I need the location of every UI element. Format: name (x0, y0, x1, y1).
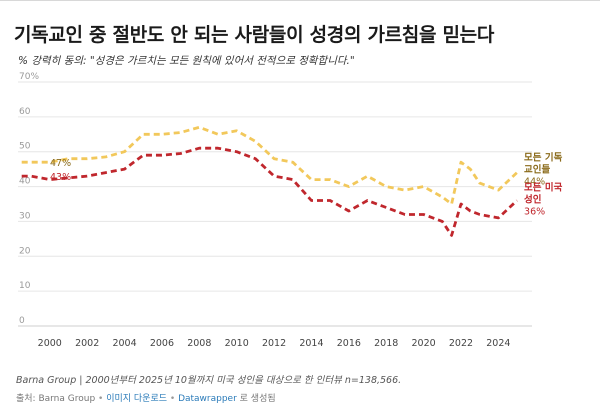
y-tick-label: 60 (19, 107, 31, 117)
x-tick-label: 2000 (38, 338, 62, 349)
top-divider (0, 0, 600, 1)
series-start-label: 47% (50, 158, 71, 169)
source-note: Barna Group | 2000년부터 2025년 10월까지 미국 성인을… (16, 375, 402, 386)
series-layer (21, 125, 518, 237)
credit-suffix: 로 생성됨 (236, 394, 276, 404)
x-axis: 2000 2002 2004 2006 2008 2010 2012 2014 2016 2018… (38, 338, 511, 349)
series-line (21, 146, 518, 237)
x-tick-label: 2012 (262, 338, 286, 349)
grid-layer: 0 10 20 30 40 50 60 70% (18, 72, 532, 327)
y-tick-label: 30 (19, 211, 31, 221)
series-name-label: 모든 미국 (524, 182, 563, 194)
series-name-label: 교인들 (524, 165, 550, 176)
datawrapper-link[interactable]: Datawrapper (178, 394, 237, 404)
series-name-label: 성인 (524, 194, 541, 206)
x-tick-label: 2024 (486, 338, 510, 349)
x-tick-label: 2016 (337, 338, 361, 349)
x-tick-label: 2004 (112, 338, 136, 349)
x-tick-label: 2022 (449, 338, 473, 349)
y-tick-label: 0 (19, 316, 25, 326)
chart-title: 기독교인 중 절반도 안 되는 사람들이 성경의 가르침을 믿는다 (14, 24, 495, 46)
y-tick-label: 20 (19, 246, 31, 256)
series-start-label: 43% (50, 172, 71, 183)
x-tick-label: 2008 (187, 338, 211, 349)
chart-subtitle: % 강력히 동의: "성경은 가르치는 모든 원칙에 있어서 전적으로 정확합니… (18, 55, 355, 67)
y-tick-label: 40 (19, 177, 31, 187)
series-end-label: 36% (524, 207, 545, 218)
series-name-label: 모든 기독 (524, 152, 563, 164)
series-end-label: 44% (524, 177, 545, 188)
y-tick-label: 70% (19, 72, 39, 82)
credit-separator: • (95, 394, 107, 404)
y-tick-label: 10 (19, 281, 31, 291)
y-tick-label: 50 (19, 142, 31, 152)
x-tick-label: 2002 (75, 338, 99, 349)
x-tick-label: 2014 (299, 338, 323, 349)
credit-prefix: 출처: Barna Group (16, 394, 96, 404)
x-tick-label: 2020 (411, 338, 435, 349)
x-tick-label: 2010 (225, 338, 249, 349)
series-line (21, 125, 518, 206)
credit-separator: • (167, 394, 179, 404)
x-tick-label: 2018 (374, 338, 398, 349)
x-tick-label: 2006 (150, 338, 174, 349)
download-image-link[interactable]: 이미지 다운로드 (106, 394, 168, 404)
credit-line: 출처: Barna Group • 이미지 다운로드 • Datawrapper… (16, 391, 586, 404)
